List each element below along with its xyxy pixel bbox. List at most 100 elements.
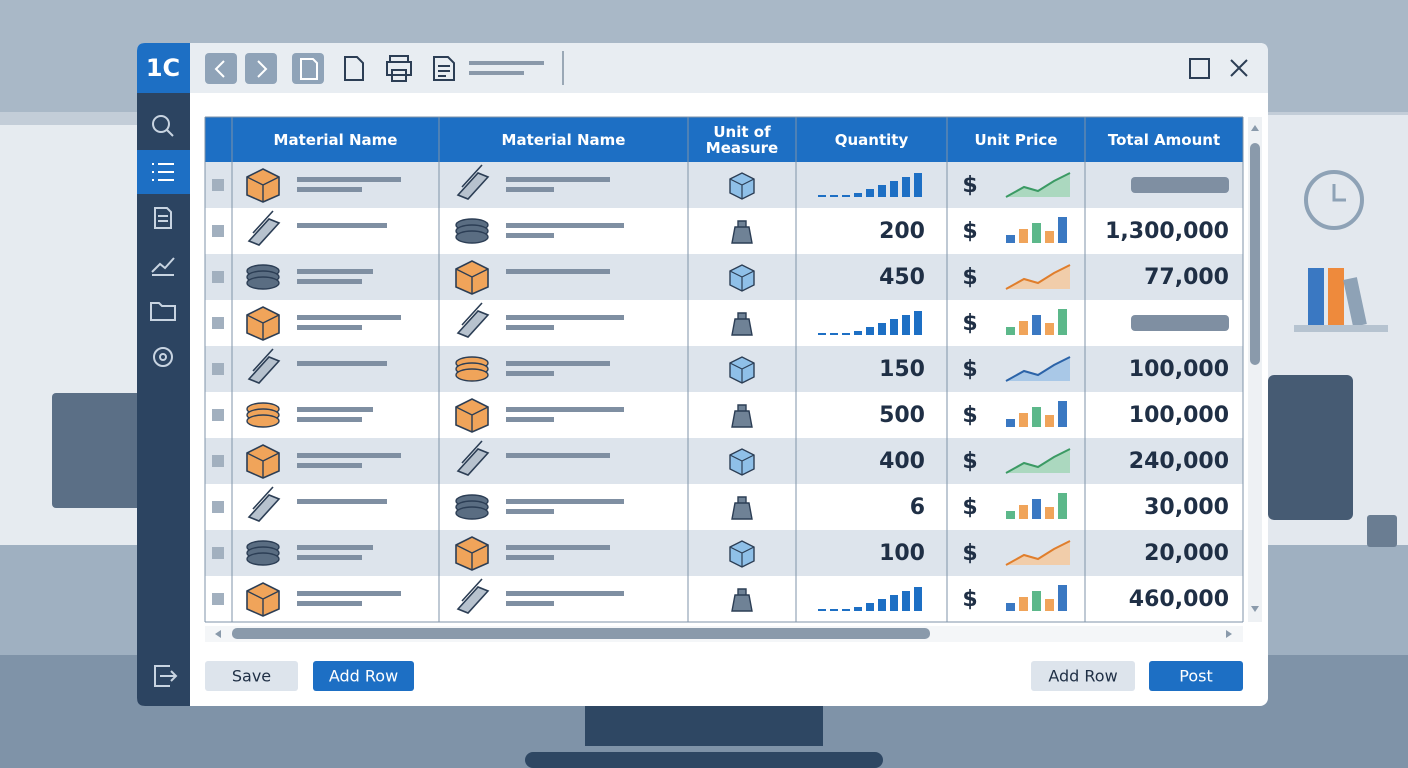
doc-icon[interactable] (154, 207, 172, 229)
name-placeholder (297, 269, 373, 274)
currency-symbol: $ (962, 311, 977, 336)
table-row[interactable] (205, 576, 1243, 622)
column-header[interactable]: Total Amount (1107, 130, 1221, 149)
material-icon (455, 398, 489, 433)
row-checkbox[interactable] (212, 409, 224, 421)
button[interactable]: Add Row (313, 661, 414, 691)
total-amount: 100,000 (1129, 357, 1229, 382)
quantity-placeholder-bar (866, 189, 874, 197)
row-checkbox[interactable] (212, 501, 224, 513)
price-sparkline (1005, 540, 1071, 566)
button-label[interactable]: Save (232, 667, 271, 686)
row-checkbox[interactable] (212, 225, 224, 237)
quantity-placeholder-bar (866, 327, 874, 335)
table-row[interactable] (205, 392, 1243, 438)
table-row[interactable] (205, 484, 1243, 530)
quantity: 200 (879, 219, 925, 244)
price-spark-bar (1019, 229, 1028, 243)
column-header-box: Unit of Measure (705, 122, 779, 157)
quantity: 150 (879, 357, 925, 382)
row-checkbox[interactable] (212, 179, 224, 191)
quantity-placeholder-bar (878, 185, 886, 197)
report-button[interactable] (433, 56, 455, 81)
row-checkbox[interactable] (212, 547, 224, 559)
quantity-placeholder-bar (902, 315, 910, 335)
print-button[interactable] (386, 55, 412, 82)
icon-line (246, 314, 280, 340)
button-label[interactable]: Post (1179, 667, 1212, 686)
button-label[interactable]: Add Row (1048, 667, 1117, 686)
name-placeholder (297, 223, 387, 228)
h-scroll-thumb[interactable] (232, 628, 930, 639)
button[interactable]: Post (1149, 661, 1243, 691)
price-spark-bar (1019, 321, 1028, 335)
name-placeholder (506, 499, 624, 504)
icon-shape (456, 448, 490, 476)
quantity-placeholder-bar (830, 333, 838, 335)
button-body[interactable] (313, 661, 414, 691)
button-body[interactable] (205, 661, 298, 691)
placeholder-line (469, 71, 524, 75)
quantity: 500 (879, 403, 925, 428)
column-header[interactable]: Unit of Measure (705, 122, 779, 157)
price-spark-bar (1006, 235, 1015, 243)
total-amount: 20,000 (1144, 541, 1229, 566)
total-placeholder (1131, 315, 1229, 331)
icon-line (729, 454, 755, 475)
chart-icon[interactable] (151, 257, 175, 276)
name-placeholder (297, 463, 362, 468)
maximize-button[interactable] (1189, 58, 1210, 79)
folder-icon[interactable] (150, 302, 176, 321)
table-row[interactable] (205, 530, 1243, 576)
button-body[interactable] (1031, 661, 1135, 691)
table-row[interactable] (205, 346, 1243, 392)
row-checkbox[interactable] (212, 317, 224, 329)
icon-shape (247, 494, 281, 522)
settings-icon-hub (159, 353, 167, 361)
button-body[interactable] (1149, 661, 1243, 691)
name-placeholder (506, 269, 610, 274)
row-checkbox[interactable] (212, 455, 224, 467)
row-checkbox[interactable] (212, 271, 224, 283)
name-placeholder (506, 407, 624, 412)
settings-icon[interactable] (153, 347, 173, 367)
back-button[interactable] (205, 53, 237, 84)
table-row[interactable] (205, 438, 1243, 484)
column-header[interactable]: Unit Price (974, 130, 1058, 149)
column-header[interactable]: Material Name (273, 130, 398, 149)
name-placeholder (506, 555, 554, 560)
table-row[interactable] (205, 162, 1243, 208)
price-spark-bar (1032, 591, 1041, 611)
table-row[interactable] (205, 300, 1243, 346)
search-icon[interactable] (152, 115, 170, 133)
currency-symbol: $ (962, 541, 977, 566)
row-checkbox[interactable] (212, 363, 224, 375)
button-label[interactable]: Add Row (329, 667, 398, 686)
button[interactable]: Save (205, 661, 298, 691)
price-spark-bar (1045, 231, 1054, 243)
list-icon[interactable] (152, 163, 174, 181)
new-doc-button[interactable] (344, 56, 364, 81)
icon-line (455, 268, 489, 294)
forward-button[interactable] (245, 53, 277, 84)
price-spark-bar (1045, 323, 1054, 335)
material-icon (455, 356, 489, 382)
quantity-placeholder-bar (890, 595, 898, 611)
currency-symbol: $ (962, 403, 977, 428)
name-placeholder (506, 371, 554, 376)
price-sparkline (1005, 448, 1071, 474)
unit-icon (731, 404, 753, 428)
button[interactable]: Add Row (1031, 661, 1135, 691)
table-row[interactable] (205, 208, 1243, 254)
column-header[interactable]: Material Name (501, 130, 626, 149)
total-amount: 460,000 (1129, 587, 1229, 612)
row-checkbox[interactable] (212, 593, 224, 605)
table-row[interactable] (205, 254, 1243, 300)
exit-icon[interactable] (154, 665, 178, 687)
v-scroll-thumb[interactable] (1250, 143, 1260, 365)
price-sparkline (1005, 264, 1071, 290)
column-header[interactable]: Quantity (834, 130, 909, 149)
icon-line (729, 178, 755, 199)
close-button[interactable] (1230, 59, 1248, 77)
name-placeholder (506, 361, 610, 366)
